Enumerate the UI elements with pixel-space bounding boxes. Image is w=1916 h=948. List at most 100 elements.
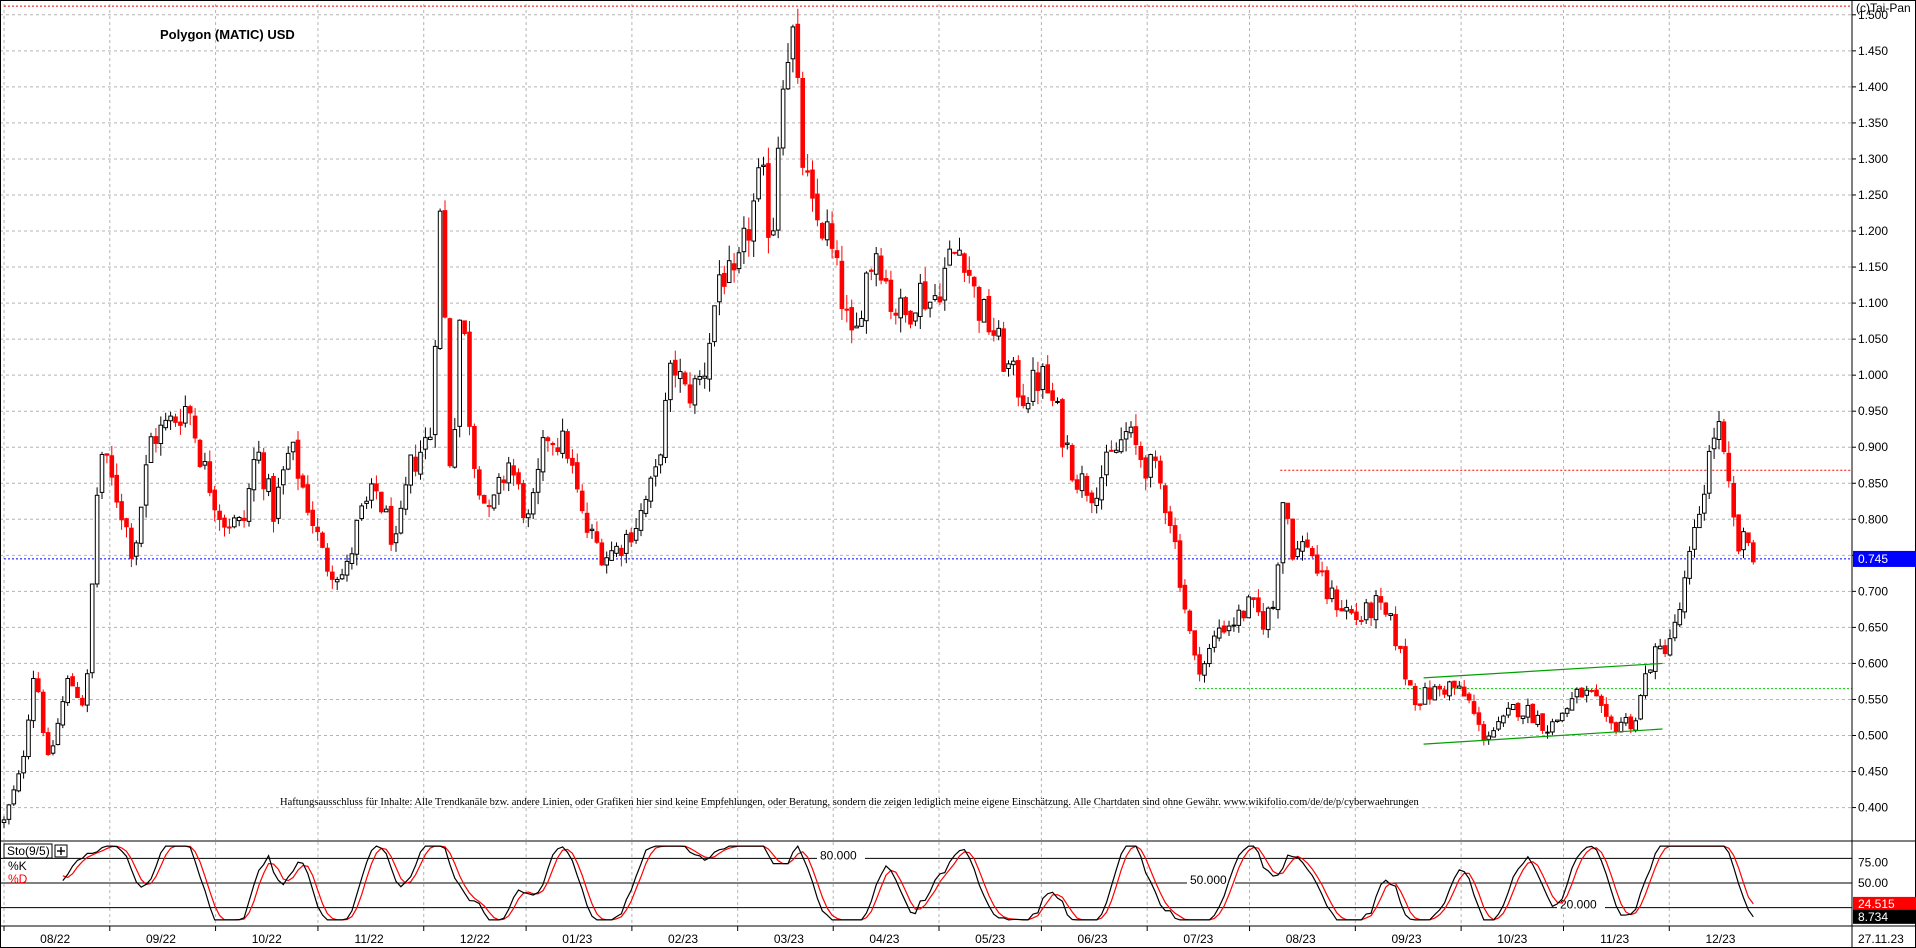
candle-body [530,492,536,515]
candle-body [202,461,208,466]
price-tick-label: 0.900 [1858,440,1888,454]
candle-body [971,276,977,287]
candle-body [1192,630,1198,656]
candle-body [741,227,747,253]
candle-body [1334,589,1340,611]
candle-body [1231,624,1237,627]
time-tick-label: 12/23 [1705,932,1735,946]
osc-level-label: 50.000 [1190,873,1227,887]
candle-body [1427,687,1433,700]
candle-body [1069,445,1075,481]
candle-body [138,506,144,544]
candle-body [418,451,423,475]
candle-body [1496,721,1501,730]
candle-body [922,281,928,310]
candle-body [447,318,453,467]
candle-body [1618,721,1624,733]
candle-body [1060,399,1065,448]
candle-body [217,510,222,520]
candle-body [423,437,428,450]
candle-body [962,253,967,273]
candle-body [628,532,634,543]
candle-body [31,677,36,722]
candle-body [1461,686,1467,697]
price-tick-label: 0.500 [1858,729,1888,743]
candle-body [1447,681,1452,697]
candle-body [589,528,595,532]
candle-body [1535,714,1541,725]
candle-body [462,320,467,335]
candle-body [1457,685,1462,689]
candle-body [864,272,869,322]
candle-body [1055,400,1060,403]
candle-body [1648,669,1653,673]
candle-body [775,147,781,231]
candle-body [648,477,654,502]
price-tick-label: 0.400 [1858,801,1888,815]
candle-body [70,676,75,687]
candle-body [153,436,159,444]
candle-body [810,169,815,199]
candle-body [1246,596,1251,619]
candle-body [1275,564,1281,611]
candle-body [334,579,340,583]
candle-body [1520,715,1526,720]
candle-body [1452,680,1457,688]
candle-body [682,372,688,385]
candle-body [560,430,565,454]
time-tick-label: 09/22 [146,932,176,946]
time-tick-label: 03/23 [774,932,804,946]
stochastic-panel: 80.00050.00020.0002550.0075.0024.5158.73… [0,843,1916,924]
candle-body [1501,715,1506,724]
candle-body [457,319,462,427]
candle-body [21,755,26,774]
candle-body [815,193,820,221]
price-axis: 0.4000.4500.5000.5500.6000.6500.7000.750… [1852,8,1916,815]
candle-body [1398,645,1403,650]
candle-body [687,384,693,404]
candle-body [565,431,570,459]
candle-body [1564,708,1570,714]
candle-body [624,533,629,554]
price-tick-label: 1.400 [1858,80,1888,94]
price-tick-label: 0.950 [1858,404,1888,418]
candle-body [330,571,335,580]
osc-level-label: 20.000 [1560,898,1597,912]
candle-body [790,26,796,60]
candle-body [1432,686,1438,701]
candle-body [158,424,164,445]
candle-body [888,279,894,312]
candle-body [114,474,120,503]
candle-body [1711,437,1717,450]
candle-body [1388,613,1394,617]
osc-level-label-bg [1557,897,1605,911]
candle-body [281,469,286,486]
candle-body [477,469,482,496]
candle-body [266,478,271,493]
stoch-d-legend: %D [8,872,28,886]
candle-body [599,542,605,566]
candle-body [579,490,585,512]
candle-body [1354,611,1359,621]
candle-body [124,518,129,528]
candle-body [305,484,311,513]
candle-body [643,498,649,514]
current-price-box [1853,550,1916,567]
candle-body [1741,531,1746,551]
candle-body [364,500,369,504]
osc-name-box[interactable] [3,843,53,859]
candle-body [246,488,252,522]
candle-body [898,297,904,319]
candle-body [780,88,786,149]
candle-body [143,464,149,506]
candle-body [697,375,703,380]
time-tick-label: 04/23 [869,932,899,946]
candle-body [1030,369,1036,402]
candle-body [859,317,864,327]
candle-body [726,260,732,284]
candle-body [1265,607,1271,631]
candle-body [1530,703,1536,724]
candle-body [1550,721,1555,733]
candle-body [1319,570,1325,573]
